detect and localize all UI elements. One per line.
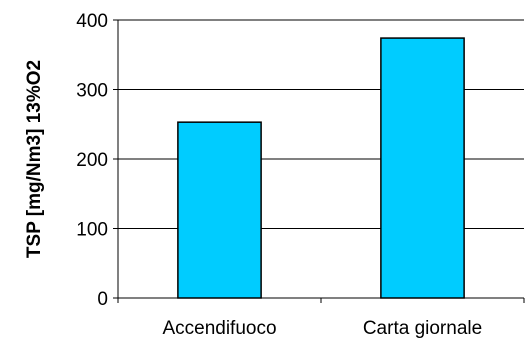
y-tick-label-200: 200: [76, 150, 108, 171]
y-tick-label-400: 400: [76, 11, 108, 32]
bar-1: [177, 121, 262, 299]
y-tick-labels: 0 100 200 300 400: [76, 11, 108, 310]
x-tick-label-1: Accendifuoco: [162, 318, 276, 339]
x-tick-labels: Accendifuoco Carta giornale: [162, 318, 482, 339]
bars: [177, 37, 465, 299]
y-axis-label: TSP [mg/Nm3] 13%O2: [24, 60, 45, 258]
axes: [113, 19, 525, 303]
y-tick-label-100: 100: [76, 220, 108, 241]
bar-2: [380, 37, 465, 299]
y-tick-label-300: 300: [76, 81, 108, 102]
y-tick-label-0: 0: [97, 289, 108, 310]
x-tick-label-2: Carta giornale: [363, 318, 482, 339]
